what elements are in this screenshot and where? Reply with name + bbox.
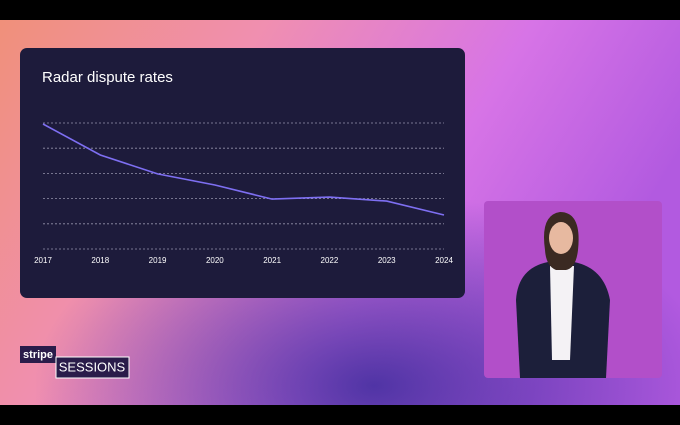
event-name: SESSIONS [59,359,126,374]
x-tick-label: 2019 [149,256,167,265]
x-tick-label: 2017 [34,256,52,265]
speaker [516,212,610,378]
x-tick-label: 2024 [435,256,453,265]
speaker-face [549,222,573,254]
x-tick-label: 2021 [263,256,281,265]
x-tick-label: 2020 [206,256,224,265]
data-line [42,123,445,216]
x-tick-label: 2022 [321,256,339,265]
logo-box [20,346,56,363]
speaker-shirt [550,266,574,360]
logo: stripe [23,349,53,361]
event-box [55,356,130,379]
chart-title: Radar dispute rates [42,69,173,86]
chart-panel [20,48,465,298]
plot: 2017 2018 2019 2020 2021 2022 2023 2024 [34,122,453,265]
x-tick-label: 2023 [378,256,396,265]
x-tick-label: 2018 [91,256,109,265]
